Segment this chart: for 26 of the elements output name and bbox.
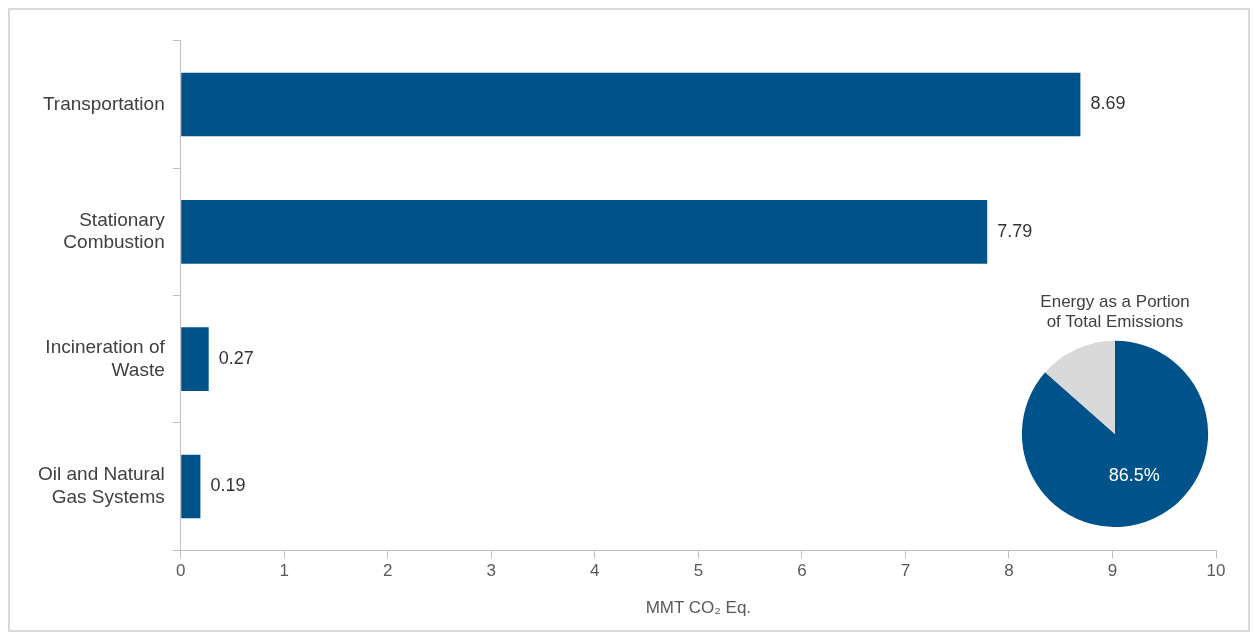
y-tick-label: Stationary Combustion (63, 208, 166, 253)
data-label: 8.69 (1090, 93, 1126, 114)
x-tick-label: 6 (797, 561, 807, 581)
x-tick-label: 3 (486, 561, 497, 581)
x-tick-label: 1 (279, 561, 289, 581)
x-tick-label: 5 (693, 561, 704, 581)
bar (181, 199, 988, 264)
x-tick-label: 2 (383, 561, 393, 581)
x-tick-label: 10 (1206, 561, 1226, 581)
x-axis-title: MMT CO₂ Eq. (645, 598, 752, 618)
chart-title: Energy as a Portion of Total Emissions (1040, 291, 1190, 332)
data-label: 86.5% (1108, 465, 1160, 486)
x-tick-label: 0 (175, 561, 186, 581)
x-tick-label: 9 (1107, 561, 1118, 581)
y-tick-label: Oil and Natural Gas Systems (37, 463, 165, 508)
data-label: 0.27 (218, 348, 254, 369)
bar (181, 72, 1081, 137)
x-tick-label: 8 (1004, 561, 1014, 581)
data-label: 7.79 (997, 220, 1033, 241)
bar (181, 327, 209, 392)
y-tick-label: Transportation (42, 92, 165, 114)
data-label: 0.19 (210, 475, 246, 496)
y-tick-label: Incineration of Waste (45, 336, 166, 380)
x-tick-label: 4 (590, 561, 600, 581)
bar (181, 454, 201, 519)
x-tick-label: 7 (900, 561, 911, 581)
